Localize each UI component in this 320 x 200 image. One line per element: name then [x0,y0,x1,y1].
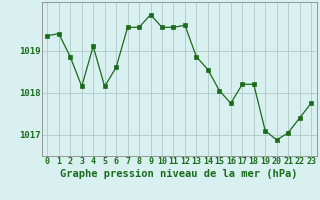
X-axis label: Graphe pression niveau de la mer (hPa): Graphe pression niveau de la mer (hPa) [60,169,298,179]
